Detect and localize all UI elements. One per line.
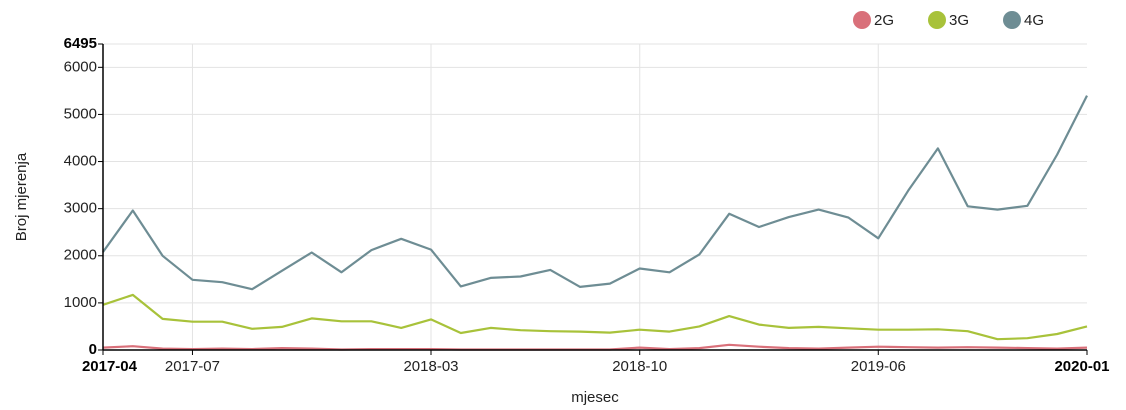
- legend: 2G 3G 4G: [853, 11, 1044, 29]
- y-tick-label: 4000: [64, 153, 97, 170]
- y-axis-label: Broj mjerenja: [13, 152, 30, 241]
- y-tick-label: 3000: [64, 200, 97, 217]
- legend-swatch: [1003, 11, 1021, 29]
- series-line: [102, 95, 1088, 291]
- lines: [102, 95, 1088, 351]
- x-tick-label: 2018-03: [403, 358, 458, 375]
- y-tick-label: 0: [89, 341, 97, 358]
- legend-label: 2G: [874, 12, 894, 29]
- x-axis-label: mjesec: [571, 389, 619, 406]
- y-tick-label: 1000: [64, 294, 97, 311]
- y-tick-label: 5000: [64, 105, 97, 122]
- legend-label: 4G: [1024, 12, 1044, 29]
- x-tick-label: 2017-04: [82, 358, 138, 375]
- series-line: [102, 293, 1088, 341]
- x-tick-label: 2019-06: [851, 358, 906, 375]
- grid: [103, 43, 1087, 350]
- y-tick-label: 6000: [64, 58, 97, 75]
- axes: 0 1000 2000 3000 4000 5000 6000 6495 2017-04 2017…: [64, 35, 1110, 375]
- x-tick-label: 2020-01: [1054, 358, 1109, 375]
- legend-swatch: [928, 11, 946, 29]
- x-tick-label: 2018-10: [612, 358, 667, 375]
- series-line: [102, 343, 1088, 351]
- x-tick-label: 2017-07: [165, 358, 220, 375]
- y-tick-label: 6495: [64, 35, 97, 52]
- legend-label: 3G: [949, 12, 969, 29]
- y-tick-label: 2000: [64, 247, 97, 264]
- legend-swatch: [853, 11, 871, 29]
